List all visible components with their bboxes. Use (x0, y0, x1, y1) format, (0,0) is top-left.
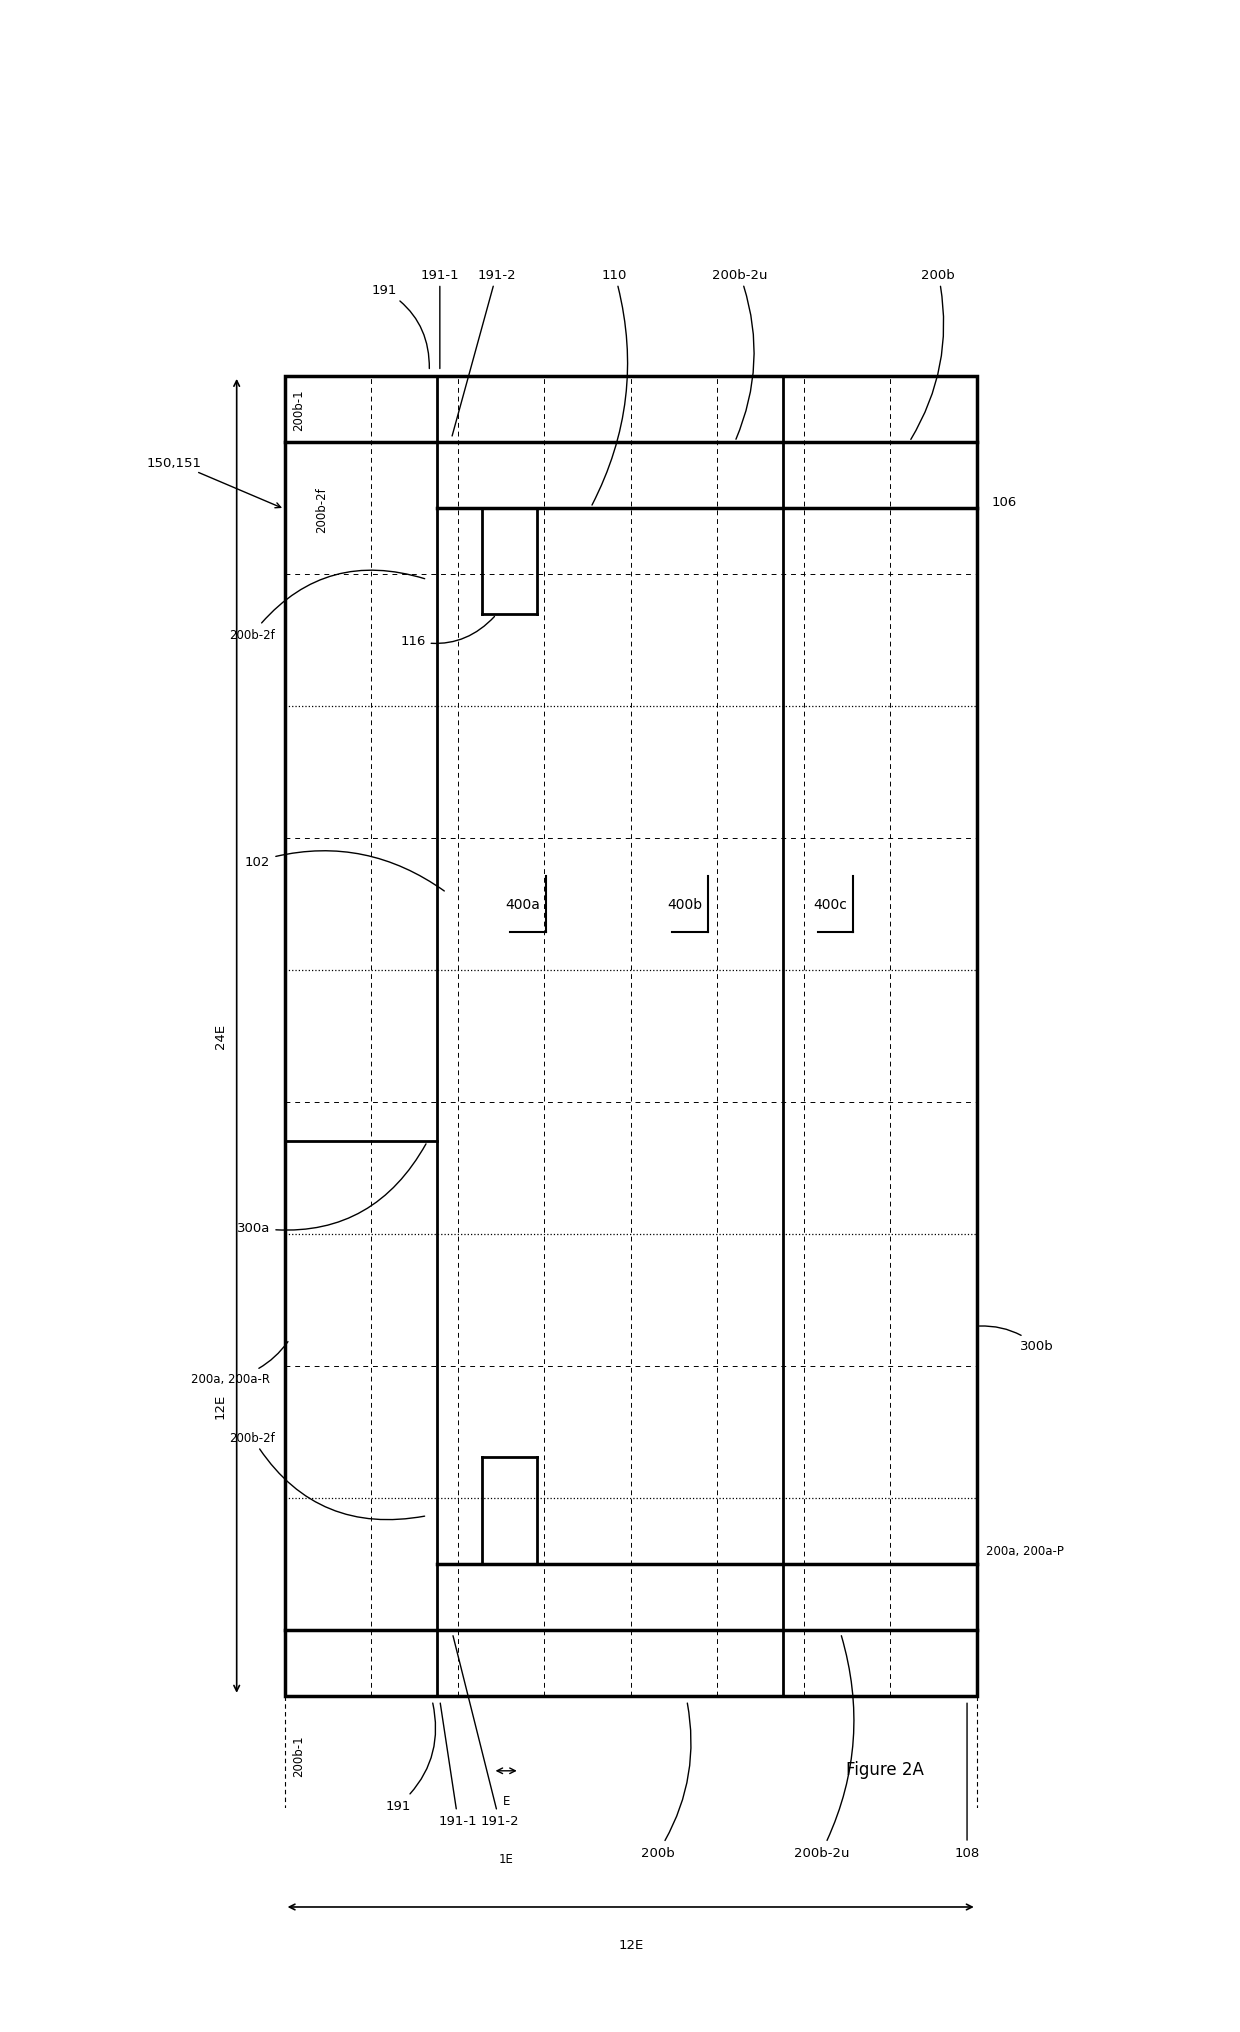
Text: 400b: 400b (667, 898, 702, 912)
Text: 106: 106 (991, 496, 1017, 508)
Text: 200b-2u: 200b-2u (794, 1636, 854, 1859)
Text: 116: 116 (401, 618, 495, 648)
Text: 191: 191 (372, 284, 429, 370)
Text: 191-1: 191-1 (420, 268, 459, 370)
Text: 200b-1: 200b-1 (293, 1735, 305, 1776)
Text: 200a, 200a-P: 200a, 200a-P (986, 1544, 1064, 1557)
Text: 110: 110 (591, 268, 627, 506)
Text: 191-1: 191-1 (439, 1703, 477, 1827)
Text: 191-2: 191-2 (453, 1636, 518, 1827)
Text: 102: 102 (246, 851, 444, 892)
Text: 200b: 200b (641, 1703, 691, 1859)
Text: 300b: 300b (980, 1327, 1054, 1353)
Text: 191: 191 (386, 1703, 435, 1813)
Text: 200b-1: 200b-1 (293, 388, 305, 431)
Text: E: E (502, 1794, 510, 1806)
Text: Figure 2A: Figure 2A (847, 1760, 924, 1778)
Text: 12E: 12E (213, 1394, 227, 1418)
Text: 24E: 24E (213, 1024, 227, 1049)
Text: 400a: 400a (505, 898, 539, 912)
Text: 150,151: 150,151 (146, 457, 280, 508)
Text: 200b-2u: 200b-2u (712, 268, 768, 441)
Text: 400c: 400c (813, 898, 847, 912)
Text: 300a: 300a (237, 1144, 427, 1233)
Text: 200b-2f: 200b-2f (229, 571, 424, 642)
Text: 200a, 200a-R: 200a, 200a-R (191, 1341, 288, 1386)
Text: 200b-2f: 200b-2f (315, 488, 329, 532)
Text: 108: 108 (955, 1703, 980, 1859)
Text: 12E: 12E (618, 1939, 644, 1951)
Text: 191-2: 191-2 (453, 268, 516, 437)
Text: 200b: 200b (911, 268, 955, 441)
Text: 200b-2f: 200b-2f (229, 1431, 424, 1520)
Text: 1E: 1E (498, 1853, 513, 1865)
